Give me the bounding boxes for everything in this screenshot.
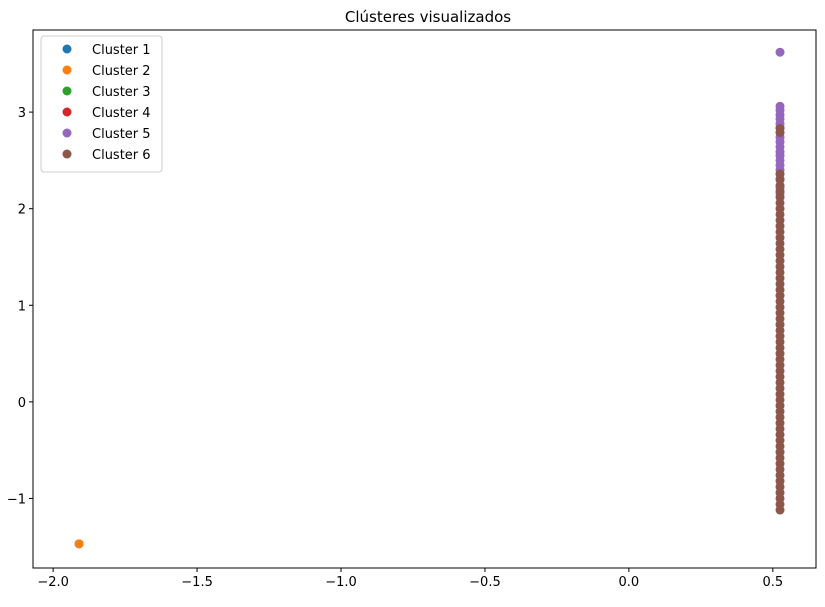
legend-label-cluster-6: Cluster 6 — [92, 148, 151, 163]
x-tick-label-5: 0.0 — [619, 575, 640, 590]
points-layer — [74, 47, 785, 549]
y-tick-label-1: −1 — [7, 492, 26, 507]
cluster-2-point-1 — [74, 539, 84, 549]
legend: Cluster 1 Cluster 2 Cluster 3 Cluster 4 Clus… — [40, 35, 163, 173]
chart-title: Clústeres visualizados — [345, 8, 511, 26]
legend-label-cluster-2: Cluster 2 — [92, 64, 151, 79]
y-tick-label-2: 0 — [18, 396, 26, 411]
x-axis: −2.0 −1.5 −1.0 −0.5 0.0 0.5 — [37, 568, 783, 590]
legend-label-cluster-1: Cluster 1 — [92, 43, 151, 58]
legend-label-cluster-4: Cluster 4 — [92, 106, 151, 121]
cluster-6-point-2 — [775, 127, 785, 137]
x-tick-label-3: −1.0 — [325, 575, 357, 590]
legend-label-cluster-3: Cluster 3 — [92, 85, 151, 100]
legend-marker-cluster-2 — [62, 65, 72, 75]
x-tick-label-2: −1.5 — [181, 575, 213, 590]
legend-marker-cluster-3 — [62, 86, 72, 96]
legend-marker-cluster-4 — [62, 107, 72, 117]
y-tick-label-3: 1 — [18, 299, 26, 314]
cluster-6-point-61 — [775, 505, 785, 515]
y-tick-label-5: 3 — [18, 106, 26, 121]
legend-marker-cluster-6 — [62, 149, 72, 159]
x-tick-label-4: −0.5 — [469, 575, 501, 590]
plot-frame — [32, 29, 817, 569]
x-tick-label-6: 0.5 — [762, 575, 783, 590]
legend-label-cluster-5: Cluster 5 — [92, 127, 151, 142]
legend-marker-cluster-1 — [62, 44, 72, 54]
x-tick-label-1: −2.0 — [37, 575, 69, 590]
cluster-5-point-1 — [775, 47, 785, 57]
y-axis: −1 0 1 2 3 — [7, 106, 33, 507]
legend-marker-cluster-5 — [62, 128, 72, 138]
y-tick-label-4: 2 — [18, 203, 26, 218]
